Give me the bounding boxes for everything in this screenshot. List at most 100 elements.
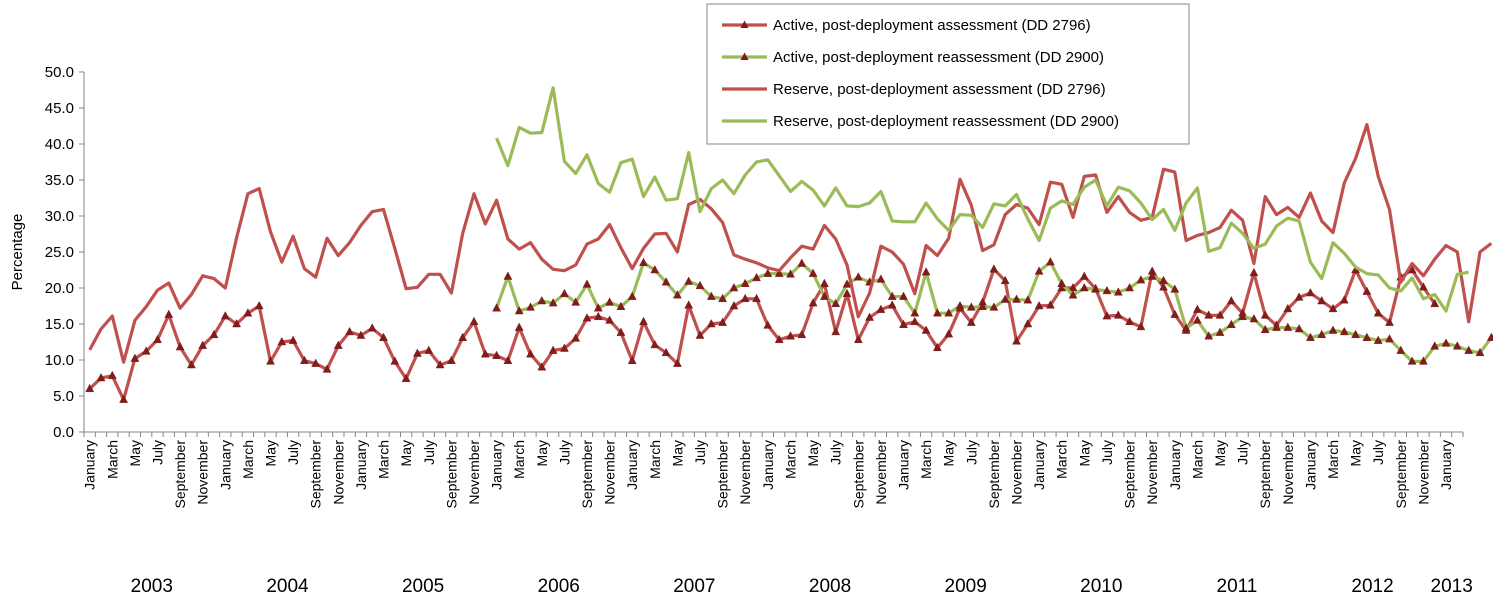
data-point (752, 293, 761, 303)
data-point (446, 355, 456, 364)
x-tick-label: January (82, 440, 98, 490)
x-tick-label: March (782, 440, 798, 479)
data-point (955, 300, 965, 310)
data-point (1351, 329, 1361, 339)
data-point (1294, 292, 1304, 301)
data-point (571, 333, 581, 342)
data-point (944, 329, 954, 338)
data-point (910, 316, 920, 326)
data-point (311, 358, 321, 367)
data-point (424, 345, 434, 354)
data-point (831, 326, 841, 336)
data-point (763, 268, 773, 277)
data-point (1170, 284, 1180, 293)
x-tick-label: March (1325, 440, 1341, 479)
data-point (503, 355, 513, 364)
data-point (356, 330, 366, 339)
data-point (582, 313, 592, 322)
x-tick-label: September (579, 440, 595, 509)
x-tick-label: March (104, 440, 120, 479)
data-point (1238, 311, 1248, 321)
data-point (797, 329, 807, 339)
data-point (853, 272, 863, 281)
data-point (119, 394, 129, 403)
x-tick-label: January (624, 440, 640, 490)
x-tick-label: May (941, 440, 957, 466)
x-tick-label: January (1167, 440, 1183, 490)
data-point (797, 258, 807, 267)
data-point (367, 323, 377, 332)
data-point (627, 291, 637, 300)
data-point (1000, 294, 1010, 303)
data-point (401, 373, 411, 382)
data-point (1396, 345, 1406, 354)
data-point (1000, 275, 1010, 285)
data-point (1283, 322, 1293, 331)
data-point (966, 317, 976, 326)
data-point (672, 290, 682, 299)
x-year-label: 2004 (266, 576, 309, 597)
data-point (1034, 300, 1044, 310)
x-tick-label: July (285, 440, 301, 465)
data-point (1418, 356, 1428, 365)
x-year-label: 2008 (809, 576, 851, 597)
data-point (706, 318, 716, 328)
x-tick-label: November (602, 440, 618, 505)
data-point (333, 340, 343, 349)
data-point (740, 278, 750, 287)
data-point (763, 320, 773, 329)
series-line-3 (495, 86, 1469, 313)
x-tick-label: July (1099, 440, 1115, 465)
data-point (718, 317, 728, 326)
x-tick-label: January (895, 440, 911, 490)
x-tick-label: January (1031, 440, 1047, 490)
data-point (819, 278, 829, 287)
y-tick-label: 45.0 (45, 100, 74, 117)
data-point (1012, 336, 1021, 345)
x-tick-label: November (1144, 440, 1160, 505)
data-point (661, 277, 671, 286)
data-point (582, 279, 592, 288)
data-point (1204, 331, 1214, 340)
data-point (243, 308, 253, 317)
data-point (1317, 295, 1327, 305)
data-point (1102, 285, 1112, 295)
data-point (808, 298, 818, 307)
data-point (887, 300, 897, 309)
x-tick-label: May (127, 440, 143, 466)
x-year-label: 2003 (131, 576, 173, 597)
data-point (1339, 326, 1349, 336)
data-point (232, 318, 242, 328)
data-point (492, 303, 502, 312)
data-point (1226, 319, 1236, 328)
y-tick-label: 25.0 (45, 244, 74, 261)
x-tick-label: January (1438, 440, 1454, 490)
data-point (548, 345, 558, 354)
data-point (774, 334, 784, 344)
data-point (921, 267, 931, 276)
x-tick-label: September (850, 440, 866, 509)
data-point (1305, 332, 1315, 341)
x-tick-label: November (466, 440, 482, 505)
data-point (899, 319, 908, 328)
y-tick-label: 15.0 (45, 316, 74, 333)
x-tick-label: September (1122, 440, 1138, 509)
series-line-1 (495, 260, 1493, 363)
legend-marker (740, 20, 749, 28)
data-point (831, 298, 841, 308)
data-point (1057, 278, 1067, 287)
data-point (627, 355, 637, 364)
x-tick-label: September (1393, 440, 1409, 509)
x-tick-label: May (669, 440, 685, 466)
x-year-label: 2013 (1431, 576, 1473, 597)
x-tick-label: September (172, 440, 188, 509)
x-tick-label: January (1302, 440, 1318, 490)
data-point (740, 293, 750, 303)
data-point (1215, 310, 1225, 319)
x-tick-label: November (1009, 440, 1025, 505)
data-point (1272, 322, 1281, 331)
data-point (288, 335, 298, 344)
data-point (1045, 300, 1055, 309)
data-point (616, 327, 626, 336)
data-point (695, 330, 705, 339)
